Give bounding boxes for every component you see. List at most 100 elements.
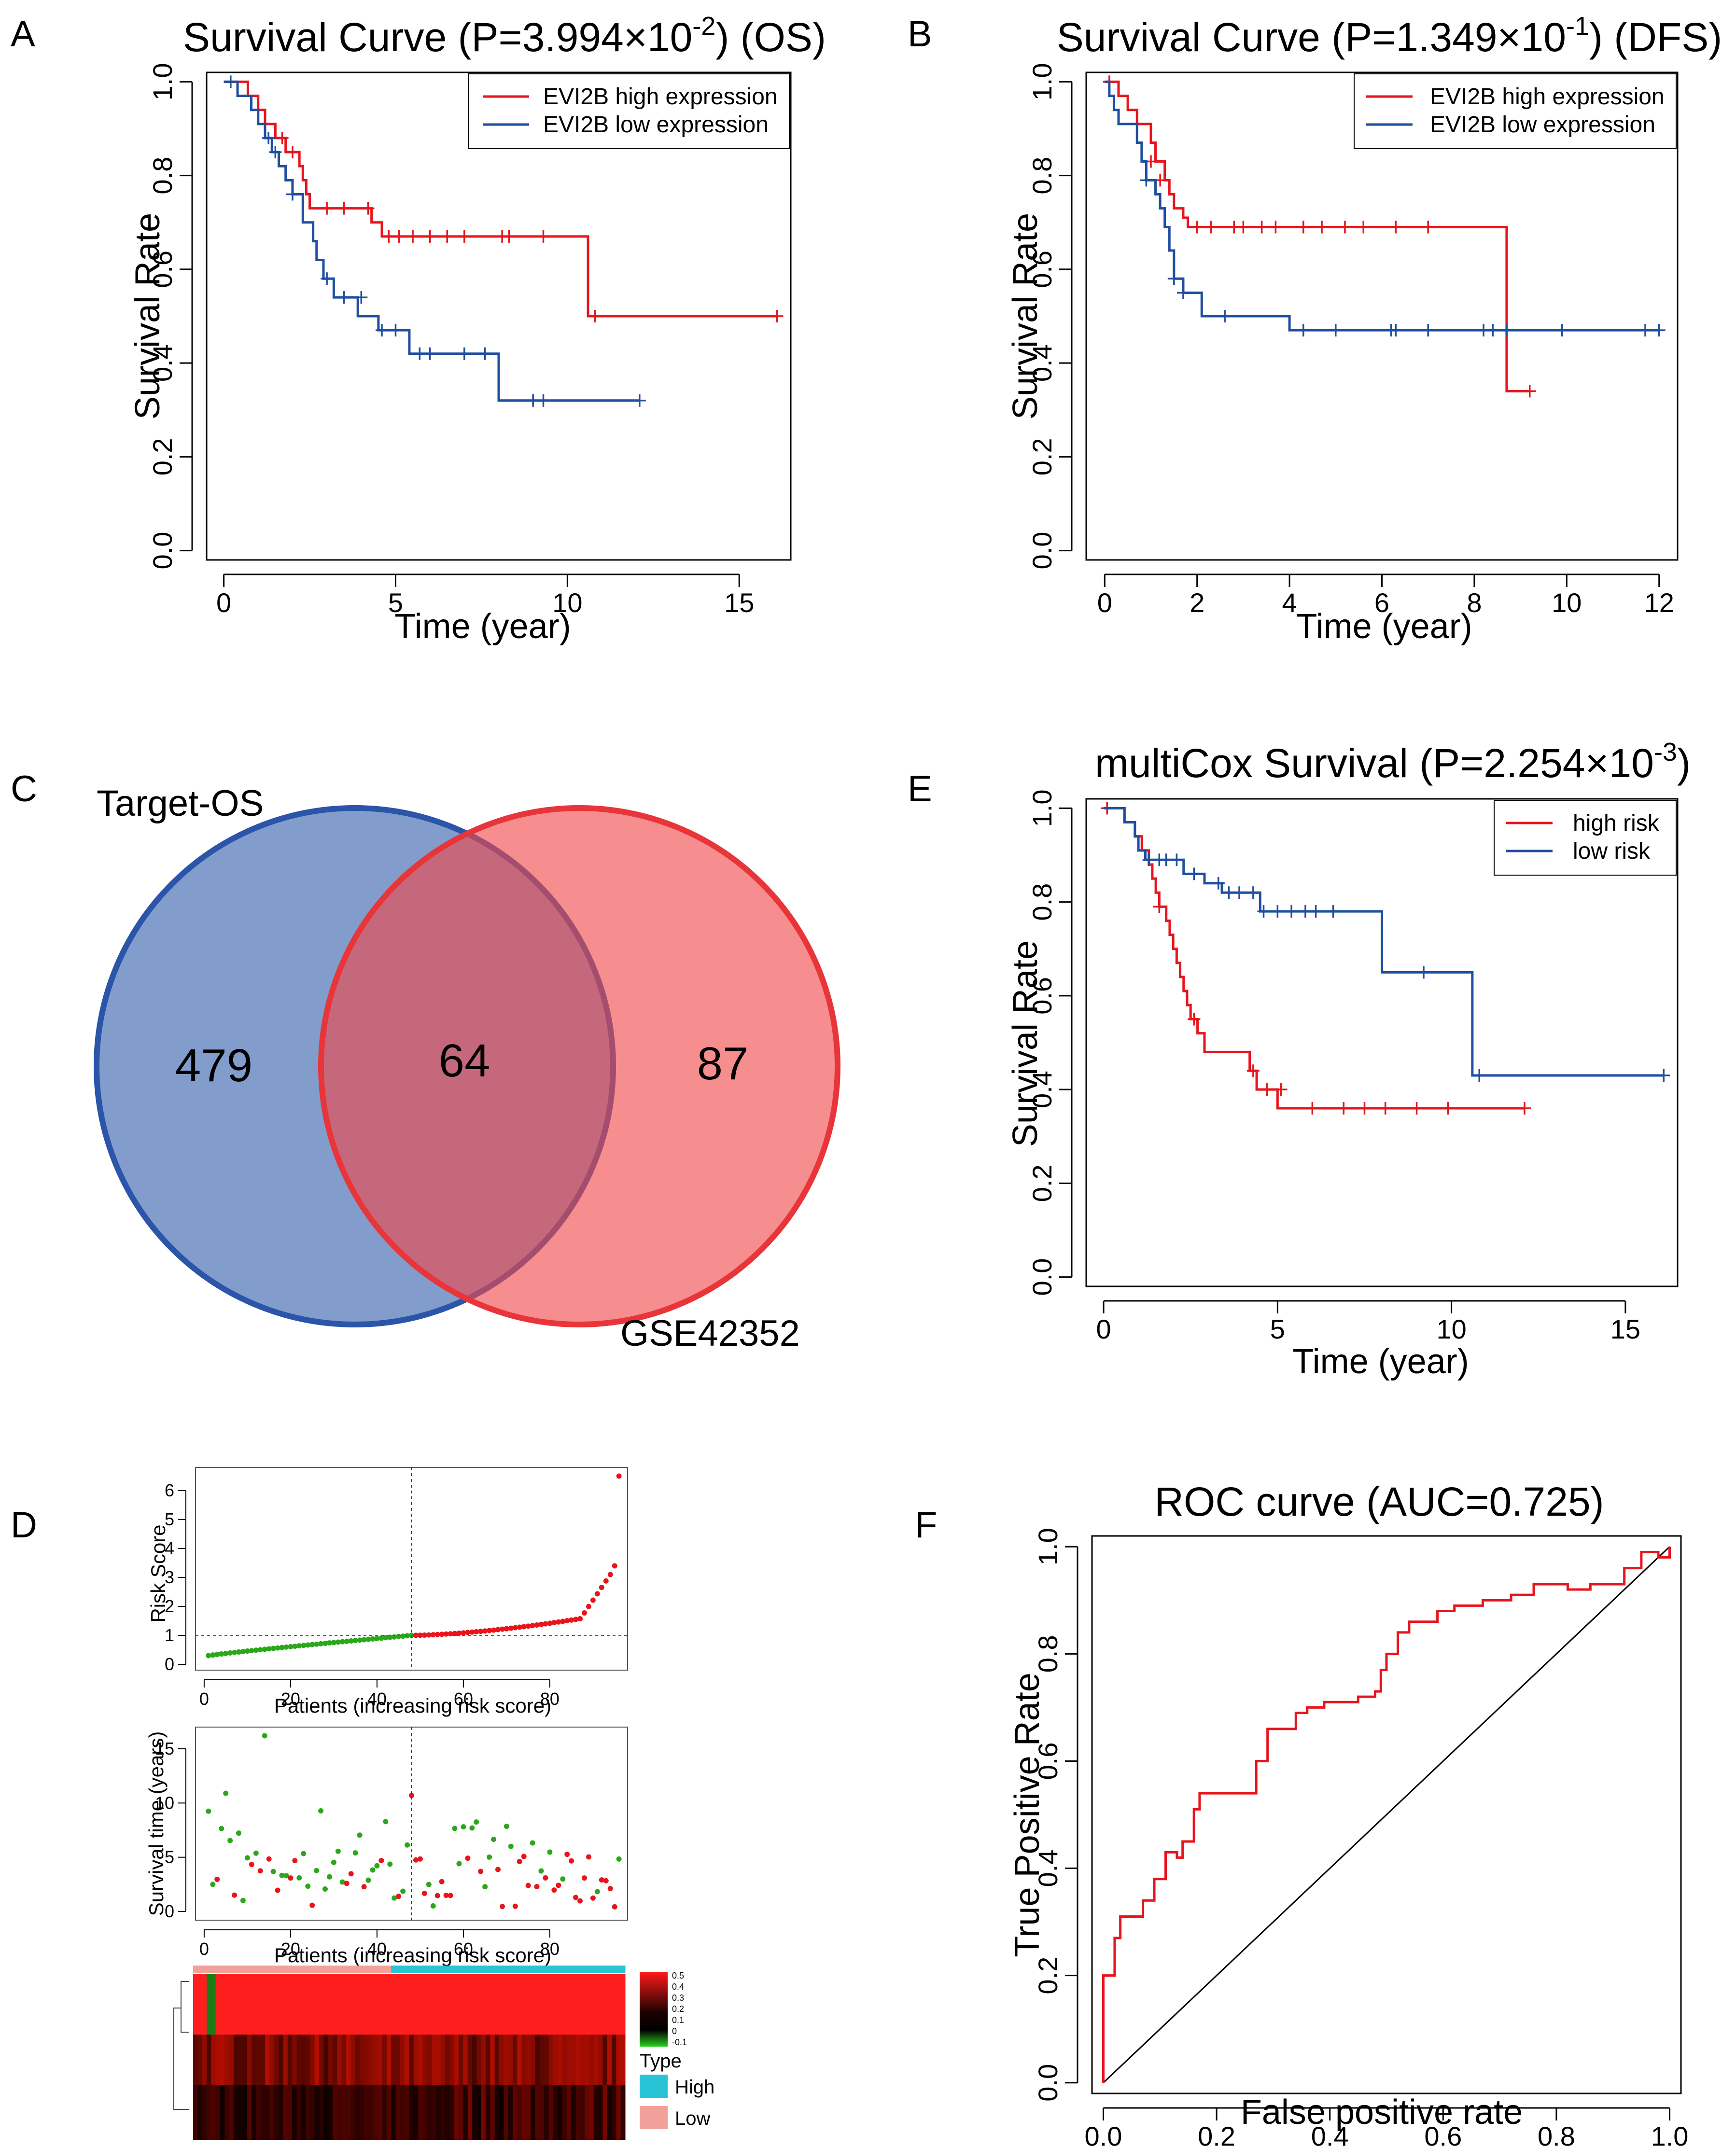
survival-time-point: [512, 1903, 518, 1909]
survival-time-point: [413, 1857, 419, 1863]
a-x-tick-label: 15: [724, 587, 754, 618]
b-censor-mark: [1297, 221, 1310, 234]
heatmap-cell: [238, 1974, 243, 2035]
a-x-tick-label: 5: [388, 587, 403, 618]
heatmap-type-cell: [238, 1966, 243, 1973]
survival-time-point: [560, 1876, 566, 1882]
e-censor-mark: [1257, 905, 1270, 918]
heatmap-cell: [310, 2035, 315, 2085]
heatmap-cell: [274, 2035, 279, 2085]
risk-score-point: [543, 1621, 548, 1627]
e-censor-mark: [1246, 886, 1260, 899]
a-censor-mark: [537, 394, 550, 407]
heatmap-type-cell: [252, 1966, 257, 1973]
survival-time-point: [370, 1867, 376, 1873]
survival-time-point: [357, 1832, 363, 1838]
heatmap-cell: [612, 2035, 616, 2085]
survival-time-point: [556, 1883, 561, 1888]
heatmap-cell: [467, 1974, 473, 2035]
panel-f-x-label: False positive rate: [1241, 2093, 1523, 2132]
heatmap-type-cell: [211, 1966, 216, 1973]
risk-score-point: [387, 1634, 393, 1640]
heatmap-cell: [233, 1974, 238, 2035]
heatmap-type-cell: [409, 1966, 414, 1973]
risk-score-point: [534, 1622, 540, 1628]
risk-score-point: [210, 1652, 216, 1658]
heatmap-cell: [463, 2085, 468, 2140]
survival-time-point: [240, 1897, 246, 1903]
heatmap-cell: [350, 1974, 356, 2035]
panel-f-y-axis: 0.0 0.2 0.4 0.6 0.8 1.0: [1033, 1528, 1078, 2102]
b-x-tick-label: 2: [1190, 587, 1204, 618]
survival-time-point: [249, 1862, 254, 1868]
risk-score-point: [370, 1636, 376, 1642]
heatmap-cell: [558, 2085, 562, 2140]
heatmap-cell: [612, 2085, 616, 2140]
heatmap-type-cell: [350, 1966, 356, 1973]
f-y-tick-label: 0.6: [1033, 1743, 1063, 1780]
type-low-label: Low: [675, 2108, 710, 2129]
heatmap-cell: [445, 2085, 450, 2140]
survival-time-point: [326, 1874, 332, 1880]
a-censor-mark: [633, 394, 646, 407]
heatmap-cell: [283, 2035, 288, 2085]
f-y-tick-label: 0.2: [1033, 1957, 1063, 1995]
heatmap-cell: [391, 2035, 396, 2085]
e-censor-mark: [1212, 877, 1225, 890]
panel-d: D 0 1 2 3 4 5 6 0 20 40 60 80 Patients (increasing…: [11, 1467, 714, 2140]
heatmap-type-cell: [265, 1966, 270, 1973]
heatmap-type-cell: [292, 1966, 297, 1973]
heatmap-cell: [233, 2085, 238, 2140]
f-x-tick-label: 0.6: [1424, 2121, 1462, 2148]
heatmap-type-cell: [539, 1966, 545, 1973]
heatmap-cell: [454, 2035, 459, 2085]
survival-time-point: [288, 1875, 294, 1881]
heatmap-type-cell: [405, 1966, 409, 1973]
risk-score-point: [232, 1649, 238, 1655]
heatmap-cell: [301, 2035, 306, 2085]
a-x-tick-label: 10: [552, 587, 582, 618]
heatmap-type-cell: [337, 1966, 342, 1973]
heatmap-cell: [350, 2085, 356, 2140]
heatmap-cell: [490, 1974, 495, 2035]
heatmap-type-cell: [197, 1966, 203, 1973]
risk-score-point: [499, 1626, 505, 1632]
heatmap-type-cell: [413, 1966, 419, 1973]
risk-score-point: [227, 1650, 233, 1656]
heatmap-cell: [242, 1974, 248, 2035]
heatmap-cell: [292, 2035, 297, 2085]
panel-b-title: Survival Curve (P=1.349×10-1) (DFS): [1057, 12, 1722, 60]
heatmap-cell: [359, 2035, 364, 2085]
a-censor-mark: [286, 188, 299, 201]
panel-a-y-label: Survival Rate: [128, 213, 167, 419]
a-y-tick-label: 0.6: [147, 251, 178, 288]
e-censor-mark: [1153, 900, 1166, 913]
a-y-tick-label: 0.0: [147, 532, 178, 570]
type-high-label: High: [675, 2077, 714, 2098]
heatmap-cell: [585, 1974, 589, 2035]
heatmap-cell: [296, 1974, 302, 2035]
panel-d-risk-points: [196, 1467, 628, 1670]
e-y-tick-label: 0.6: [1027, 977, 1057, 1015]
panel-a-x-label: Time (year): [394, 607, 571, 646]
heatmap-cell: [229, 2085, 234, 2140]
b-censor-mark: [1237, 221, 1250, 234]
heatmap-cell: [620, 2085, 626, 2140]
heatmap-cell: [508, 2035, 513, 2085]
heatmap-type-cell: [449, 1966, 455, 1973]
heatmap-type-cell: [242, 1966, 248, 1973]
survival-time-point: [374, 1863, 380, 1869]
heatmap-cell: [449, 2035, 455, 2085]
d2-y-tick-label: 5: [165, 1847, 174, 1867]
heatmap-cell: [373, 2085, 378, 2140]
risk-score-point: [206, 1653, 211, 1659]
b-y-tick-label: 0.8: [1027, 157, 1057, 195]
heatmap-cell: [449, 2085, 455, 2140]
heatmap-type-cell: [499, 1966, 504, 1973]
heatmap-cell: [296, 2085, 302, 2140]
risk-score-point: [253, 1647, 259, 1653]
heatmap-cell: [481, 2035, 486, 2085]
heatmap-cell: [359, 1974, 364, 2035]
risk-score-point: [607, 1572, 613, 1577]
heatmap-cell: [612, 1974, 616, 2035]
